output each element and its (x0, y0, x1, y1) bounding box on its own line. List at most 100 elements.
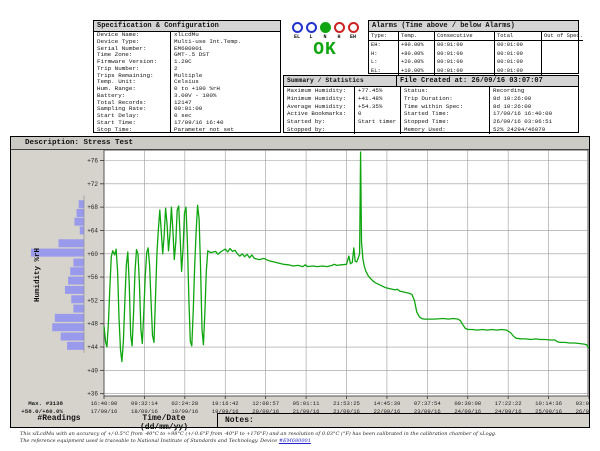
spec-value: EM680001 (174, 44, 203, 52)
svg-text:02:24:28: 02:24:28 (171, 400, 198, 407)
svg-text:07:37:54: 07:37:54 (414, 400, 441, 407)
file-label: Trip Duration: (400, 94, 489, 103)
chart-box: Description: Stress Test +76 +72 +68 +64 +60… (10, 136, 590, 432)
summary-title: Summary / Statistics (287, 77, 364, 84)
summary-label: Active Bookmarks: (287, 110, 347, 118)
spec-row: Battery: 3.00V - 100% (94, 91, 280, 100)
calibration-line1: This xlLcdMu with an accuracy of +/-0.5°… (20, 431, 497, 437)
timedate-axis-label: Time/Date (dd/mm/yy) (139, 414, 188, 432)
file-value: 8d 10:26:00 (489, 94, 578, 103)
svg-text:16:40:00: 16:40:00 (91, 400, 118, 407)
svg-text:+52: +52 (87, 297, 98, 304)
alarm-cell: +20.00% (398, 58, 434, 67)
summary-statistics-panel: Summary / Statistics File Created at: 26… (283, 75, 579, 134)
alarms-title: Alarms (Time above / below Alarms) (369, 21, 578, 32)
spec-row: Total Records: 12147 (94, 99, 280, 107)
alarm-level-labels: EL L N H EH (283, 34, 367, 40)
svg-text:24/09/16: 24/09/16 (454, 408, 481, 414)
spec-row: Time Zone: GMT-.5 DST (94, 51, 280, 59)
notes-field: Notes: (217, 413, 589, 427)
alarm-cell: 00:01:00 (494, 41, 541, 50)
summary-label: Minimum Humidity: (287, 94, 347, 102)
file-label: Time within Spec: (400, 102, 489, 111)
svg-text:24/09/16: 24/09/16 (495, 408, 522, 414)
calibration-line2: The reference equipment used is traceabl… (20, 438, 311, 444)
spec-value: 3.00V - 100% (174, 91, 217, 99)
light-label: L (309, 34, 313, 40)
svg-text:+48: +48 (87, 321, 98, 328)
spec-label: Start Time: (94, 119, 171, 127)
spec-label: Temp. Unit: (94, 78, 171, 86)
alarm-cell (541, 58, 583, 67)
summary-label: Average Humidity: (287, 102, 347, 110)
alarm-cell: 00:01:00 (434, 66, 494, 76)
svg-text:22/09/16: 22/09/16 (373, 408, 400, 414)
svg-text:+36: +36 (87, 391, 98, 398)
spec-config-panel: Specification & Configuration Device Nam… (93, 20, 281, 134)
svg-text:21:53:25: 21:53:25 (333, 400, 360, 407)
svg-text:+60: +60 (87, 251, 98, 258)
alarm-col-header: Consecutive (434, 32, 494, 42)
summary-statistics-table: Maximum Humidity: +77.45% Status: Recording… (284, 87, 578, 134)
alarm-level-lights (283, 22, 367, 33)
spec-label: Trips Remaining: (94, 72, 171, 80)
svg-text:26/09/16: 26/09/16 (576, 408, 589, 414)
file-value: 26/09/16 03:06:51 (489, 118, 578, 126)
svg-text:+68: +68 (87, 204, 98, 211)
light-label: EH (349, 34, 356, 40)
svg-text:00:30:08: 00:30:08 (454, 400, 481, 407)
alarm-cell: +90.00% (398, 41, 434, 50)
humidity-chart: +76 +72 +68 +64 +60 +56 +52 +48 +44 +40 +36 16:40:0… (21, 150, 589, 414)
spec-row: Stop Time: Parameter not set (94, 126, 280, 134)
spec-value: 17/09/16 16:40 (174, 118, 224, 126)
spec-row: Device Name: xlLcdMu (94, 31, 280, 39)
svg-text:03:06:51: 03:06:51 (576, 400, 589, 407)
spec-row: Trip Number: 2 (94, 65, 280, 73)
spec-value: 1.20C (174, 58, 192, 65)
svg-text:05:01:11: 05:01:11 (293, 400, 320, 407)
spec-value: GMT-.5 DST (174, 51, 210, 59)
device-number-link[interactable]: #EM680001 (278, 438, 311, 444)
alarm-col-header: Out of Spec. (541, 32, 583, 42)
spec-label: Serial Number: (94, 45, 171, 53)
svg-text:19/09/16: 19/09/16 (212, 408, 239, 414)
calibration-footer: This xlLcdMu with an accuracy of +/-0.5°… (20, 431, 585, 445)
spec-label: Time Zone: (94, 51, 171, 59)
file-value: Recording (489, 87, 578, 95)
file-label: Started Time: (400, 110, 489, 119)
alarm-cell: EL: (371, 67, 381, 74)
spec-label: Sampling Rate: (94, 105, 171, 113)
alarm-col-header: Total (494, 32, 541, 42)
spec-label: Start Delay: (94, 112, 171, 120)
spec-row: Sampling Rate: 00:01:00 (94, 105, 280, 113)
svg-text:21/09/16: 21/09/16 (293, 408, 320, 414)
light-label: H (337, 34, 341, 40)
summary-label: Maximum Humidity: (287, 87, 347, 94)
file-label: Stopped Time: (400, 118, 489, 126)
l-alarm-light-icon (305, 22, 317, 33)
eh-alarm-light-icon (347, 22, 359, 33)
svg-text:+56: +56 (87, 274, 98, 281)
summary-label: Stopped by: (287, 125, 326, 133)
summary-value: +54.35% (354, 102, 400, 111)
svg-text:18/09/16: 18/09/16 (131, 408, 158, 414)
spec-label: Hum. Range: (94, 85, 171, 93)
n-alarm-light-icon (319, 22, 331, 33)
file-value: 52% 24294/46079 (489, 125, 578, 134)
el-alarm-light-icon (291, 22, 303, 33)
spec-row: Temp. Unit: Celsius (94, 78, 280, 86)
spec-config-table: Device Name: xlLcdMu Device Type: Multi-use… (94, 31, 280, 134)
svg-text:12:08:57: 12:08:57 (252, 400, 279, 407)
svg-text:+58.0/+60.0%: +58.0/+60.0% (21, 408, 63, 414)
spec-label: Stop Time: (94, 126, 171, 134)
alarm-cell: H: (371, 50, 378, 57)
spec-label: Firmware Version: (94, 58, 171, 66)
spec-value: Multi-use Int.Temp. (174, 37, 242, 45)
h-alarm-light-icon (333, 22, 345, 33)
chart-description: Description: Stress Test (11, 137, 589, 150)
notes-label: Notes: (225, 416, 254, 425)
svg-text:+44: +44 (87, 344, 98, 351)
svg-text:17:22:22: 17:22:22 (495, 400, 522, 407)
spec-row: Hum. Range: 0 to +100 %rH (94, 85, 280, 93)
svg-text:19/09/16: 19/09/16 (171, 408, 198, 414)
